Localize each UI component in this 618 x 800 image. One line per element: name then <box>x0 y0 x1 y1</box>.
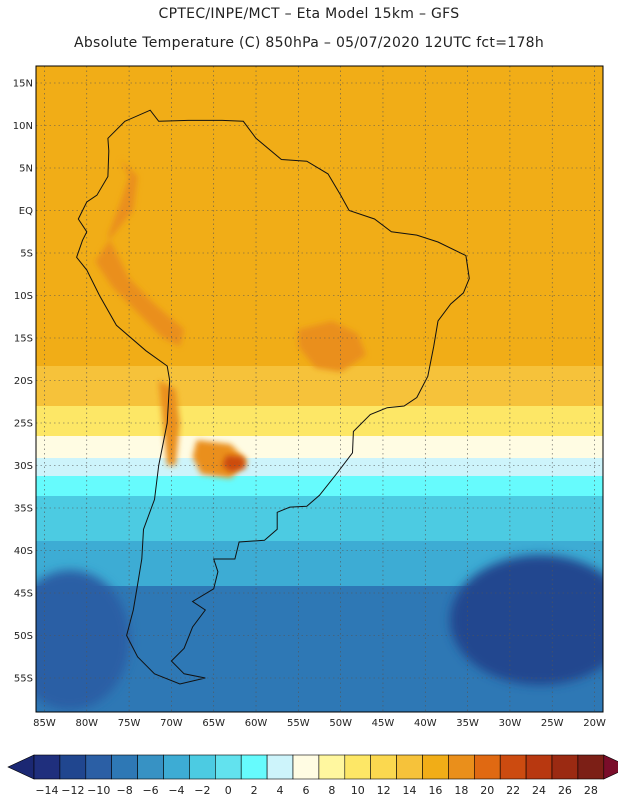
colorbar-box <box>33 754 61 780</box>
colorbar-box <box>292 754 320 780</box>
lat-tick-label: EQ <box>19 206 33 217</box>
colorbar-box <box>59 754 87 780</box>
colorbar-label: 18 <box>454 784 468 797</box>
colorbar-label: −12 <box>61 784 84 797</box>
lon-tick-label: 40W <box>414 718 437 729</box>
lon-tick-label: 35W <box>456 718 479 729</box>
colorbar-box <box>111 754 138 780</box>
colorbar-box <box>551 754 579 780</box>
lat-tick-label: 10S <box>14 291 33 302</box>
lon-tick-label: 75W <box>118 718 141 729</box>
lat-tick-label: 40S <box>14 546 33 557</box>
colorbar-labels: −14 −12 −10 −8 −6 −4 −2 0 2 4 6 8 10 12 14 16 18 20 22 24 26… <box>35 784 598 797</box>
colorbar: −14 −12 −10 −8 −6 −4 −2 0 2 4 6 8 10 12 14 16 18 20 22 24 26… <box>7 754 618 797</box>
colorbar-box <box>525 754 553 780</box>
title-line-1: CPTEC/INPE/MCT – Eta Model 15km – GFS <box>158 6 460 22</box>
colorbar-label: 2 <box>251 784 258 797</box>
lat-tick-label: 55S <box>14 674 33 685</box>
title-line-2: Absolute Temperature (C) 850hPa – 05/07/… <box>73 35 545 51</box>
colorbar-label: −14 <box>35 784 58 797</box>
colorbar-box <box>370 754 397 780</box>
longitude-labels: 85W 80W 75W 70W 65W 60W 55W 50W 45W 40W 35W 30W 25W 2… <box>33 718 606 729</box>
colorbar-low-arrow <box>7 754 35 780</box>
latitude-labels: 15N 10N 5N EQ 5S 10S 15S 20S 25S 30S 35S 40S 45S 50S 5… <box>13 79 33 685</box>
lat-tick-label: 45S <box>14 589 33 600</box>
colorbar-box <box>499 754 527 780</box>
colorbar-high-arrow <box>603 754 618 780</box>
colorbar-label: −8 <box>117 784 133 797</box>
colorbar-label: 14 <box>403 784 417 797</box>
temperature-map[interactable]: 15N 10N 5N EQ 5S 10S 15S 20S 25S 30S 35S 40S 45S 50S 5… <box>0 0 618 745</box>
colorbar-box <box>422 754 449 780</box>
lon-tick-label: 25W <box>541 718 564 729</box>
lat-tick-label: 10N <box>13 121 33 132</box>
colorbar-label: 16 <box>428 784 442 797</box>
colorbar-box <box>448 754 475 780</box>
colorbar-box <box>396 754 423 780</box>
colorbar-label: 22 <box>506 784 520 797</box>
colorbar-label: −2 <box>194 784 210 797</box>
cold-core-west <box>36 570 130 710</box>
lon-tick-label: 45W <box>372 718 395 729</box>
lon-tick-label: 20W <box>583 718 606 729</box>
lat-tick-label: 50S <box>14 631 33 642</box>
lon-tick-label: 55W <box>287 718 310 729</box>
lat-tick-label: 20S <box>14 376 33 387</box>
lat-tick-label: 5N <box>19 164 33 175</box>
colorbar-box <box>473 754 501 780</box>
warm-core-brazil <box>298 321 366 372</box>
colorbar-label: 6 <box>302 784 309 797</box>
lon-tick-label: 85W <box>33 718 56 729</box>
cold-core-east <box>450 555 603 685</box>
temperature-field <box>36 66 603 712</box>
lon-tick-label: 60W <box>245 718 268 729</box>
colorbar-box <box>137 754 164 780</box>
colorbar-label: 12 <box>377 784 391 797</box>
colorbar-label: −6 <box>142 784 158 797</box>
colorbar-label: 8 <box>328 784 335 797</box>
colorbar-label: −4 <box>168 784 184 797</box>
lon-tick-label: 70W <box>160 718 183 729</box>
colorbar-box <box>163 754 190 780</box>
colorbar-label: 10 <box>351 784 365 797</box>
colorbar-label: 26 <box>558 784 572 797</box>
lat-tick-label: 35S <box>14 504 33 515</box>
map-frame <box>35 65 604 713</box>
lon-tick-label: 30W <box>499 718 522 729</box>
warm-core-atacama <box>158 380 180 466</box>
lon-tick-label: 50W <box>329 718 352 729</box>
colorbar-box <box>577 754 605 780</box>
orange-band <box>36 66 603 366</box>
colorbar-label: −10 <box>87 784 110 797</box>
colorbar-box <box>85 754 113 780</box>
colorbar-label: 0 <box>225 784 232 797</box>
colorbar-label: 20 <box>480 784 494 797</box>
grid <box>36 66 603 712</box>
colorbar-label: 28 <box>584 784 598 797</box>
lat-tick-label: 5S <box>20 249 33 260</box>
lon-tick-label: 65W <box>202 718 225 729</box>
lat-tick-label: 25S <box>14 419 33 430</box>
lon-tick-label: 80W <box>75 718 98 729</box>
colorbar-box <box>318 754 346 780</box>
colorbar-boxes <box>7 754 618 780</box>
colorbar-label: 24 <box>532 784 546 797</box>
lat-tick-label: 30S <box>14 461 33 472</box>
colorbar-box <box>266 754 294 780</box>
colorbar-box <box>215 754 242 780</box>
coastline <box>76 109 470 685</box>
colorbar-box <box>240 754 268 780</box>
colorbar-box <box>189 754 216 780</box>
colorbar-label: 4 <box>277 784 284 797</box>
lat-tick-label: 15N <box>13 79 33 90</box>
lat-tick-label: 15S <box>14 334 33 345</box>
colorbar-box <box>344 754 371 780</box>
hot-spot <box>222 455 246 473</box>
